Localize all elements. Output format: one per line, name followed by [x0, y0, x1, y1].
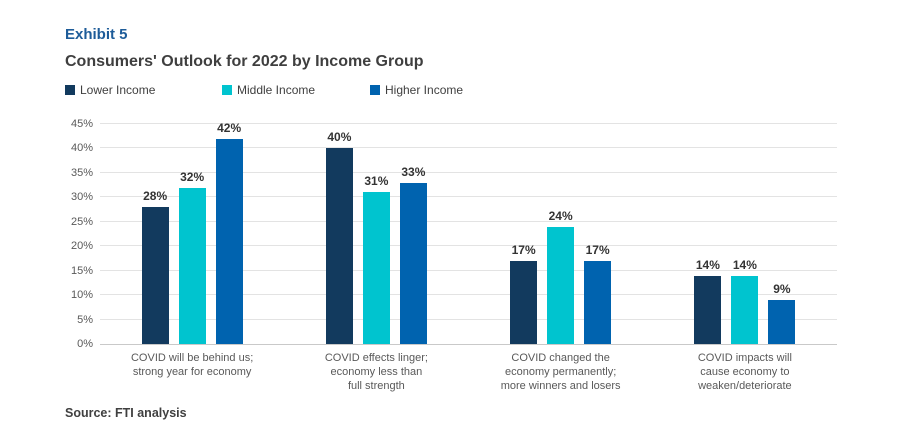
y-axis-tick-label: 15%: [70, 264, 93, 277]
y-axis-tick-label: 35%: [70, 166, 93, 179]
y-axis-tick-label: 25%: [70, 215, 93, 228]
legend-item: Middle Income: [222, 83, 315, 97]
bar-value-label: 24%: [548, 208, 573, 223]
bar: 42%: [215, 121, 243, 344]
legend-swatch: [370, 85, 380, 95]
bar: 24%: [547, 209, 575, 344]
gridline: [100, 220, 837, 222]
bar: 14%: [731, 258, 759, 344]
chart-legend: Lower Income Middle Income Higher Income: [65, 83, 565, 97]
bar-value-label: 40%: [327, 130, 352, 145]
bar-group: 17% 24% 17%: [469, 124, 653, 344]
source-note: Source: FTI analysis: [65, 406, 187, 420]
category-label: COVID will be behind us; strong year for…: [130, 352, 254, 378]
plot-area: 28% 32% 42% 40% 31% 33% 17% 24% 17% 14% 14% 9%: [100, 121, 837, 345]
bar: 9%: [768, 282, 796, 344]
bar: 14%: [694, 258, 722, 344]
bar: 28%: [141, 189, 169, 344]
bar-value-label: 14%: [732, 257, 757, 272]
gridline: [100, 245, 837, 247]
gridline: [100, 171, 837, 173]
bar-group: 28% 32% 42%: [100, 121, 284, 344]
y-axis: 0% 5% 10% 15% 20% 25% 30% 35% 40% 45%: [40, 118, 93, 350]
gridline: [100, 294, 837, 296]
bar-group: 14% 14% 9%: [653, 124, 837, 344]
gridline: [100, 318, 837, 320]
bar-group: 40% 31% 33%: [284, 124, 468, 344]
bar: 17%: [584, 243, 612, 344]
bar: 31%: [362, 174, 390, 344]
legend-item: Higher Income: [370, 83, 463, 97]
legend-item-label: Higher Income: [385, 83, 464, 97]
y-axis-tick-label: 45%: [70, 118, 93, 130]
legend-swatch: [222, 85, 232, 95]
bar: 40%: [325, 130, 353, 344]
y-axis-tick-label: 10%: [70, 289, 93, 302]
gridline: [100, 123, 837, 124]
legend-item-label: Lower Income: [80, 83, 156, 97]
category-label: COVID impacts will cause economy to weak…: [697, 352, 792, 392]
category-label: COVID changed the economy permanently; m…: [500, 352, 621, 392]
bar-value-label: 9%: [773, 282, 791, 296]
bar-value-label: 31%: [364, 174, 389, 189]
bar-value-label: 32%: [180, 169, 205, 184]
x-axis-labels: COVID will be behind us; strong year for…: [100, 351, 837, 393]
bar: 33%: [399, 165, 427, 344]
bar: 32%: [178, 170, 206, 344]
chart-title: Consumers' Outlook for 2022 by Income Gr…: [65, 53, 424, 70]
y-axis-tick-label: 0%: [77, 338, 93, 350]
bar-value-label: 17%: [585, 242, 610, 257]
category-label: COVID effects linger; economy less than …: [324, 352, 428, 392]
bar-value-label: 28%: [143, 189, 168, 204]
bar-value-label: 14%: [695, 257, 720, 272]
gridline: [100, 269, 837, 271]
bar-value-label: 33%: [401, 164, 426, 179]
y-axis-tick-label: 40%: [70, 142, 93, 155]
y-axis-tick-label: 5%: [77, 313, 93, 326]
gridline: [100, 196, 837, 198]
gridline: [100, 147, 837, 149]
bar-value-label: 42%: [217, 120, 242, 135]
y-axis-tick-label: 30%: [70, 191, 93, 204]
legend-item: Lower Income: [65, 83, 155, 97]
exhibit-number: Exhibit 5: [65, 26, 128, 43]
legend-item-label: Middle Income: [237, 83, 316, 97]
bar-value-label: 17%: [511, 242, 536, 257]
legend-swatch: [65, 85, 75, 95]
bar: 17%: [510, 243, 538, 344]
y-axis-tick-label: 20%: [70, 240, 93, 253]
